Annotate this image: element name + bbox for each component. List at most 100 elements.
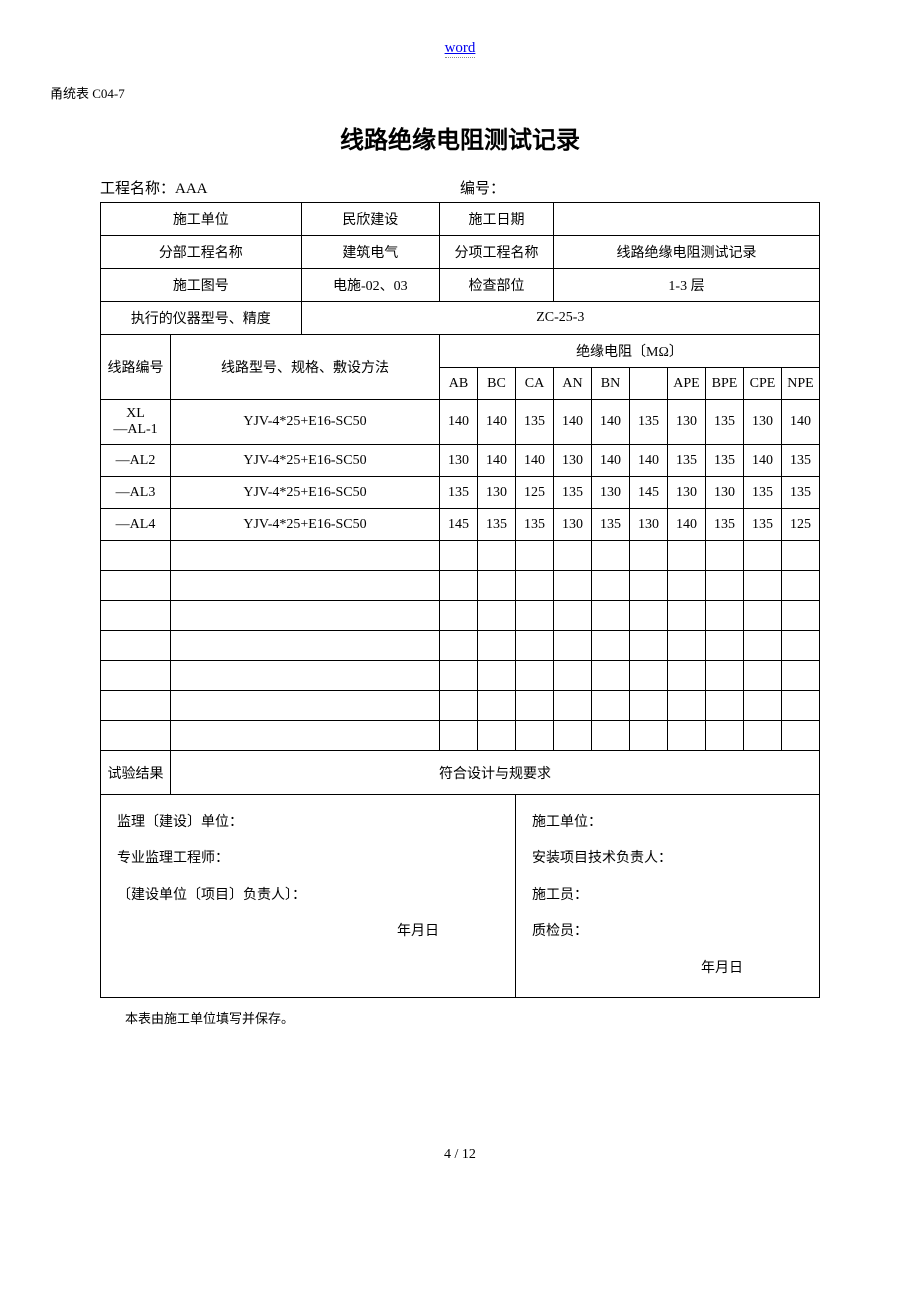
empty-row — [101, 661, 820, 691]
project-name: 工程名称：AAA — [100, 177, 460, 198]
check-part-value: 1-3 层 — [554, 269, 820, 302]
row-no: XL —AL-1 — [101, 400, 171, 445]
cell: 135 — [706, 509, 744, 541]
empty-row — [101, 691, 820, 721]
cell: 125 — [516, 477, 554, 509]
footnote: 本表由施工单位填写并保存。 — [125, 1008, 820, 1027]
cell: 135 — [782, 445, 820, 477]
construction-date-label: 施工日期 — [440, 203, 554, 236]
page-number: 4 / 12 — [50, 1147, 870, 1163]
construction-unit-label: 施工单位 — [101, 203, 302, 236]
cell: 125 — [782, 509, 820, 541]
sig-date-right: 年月日 — [532, 951, 803, 987]
cell: 135 — [478, 509, 516, 541]
item-name-label: 分项工程名称 — [440, 236, 554, 269]
instrument-value: ZC-25-3 — [301, 302, 819, 335]
subproject-label: 分部工程名称 — [101, 236, 302, 269]
col-bpe: BPE — [706, 368, 744, 400]
col-ape: APE — [668, 368, 706, 400]
cell: 140 — [440, 400, 478, 445]
row-no: —AL4 — [101, 509, 171, 541]
cell: 135 — [516, 509, 554, 541]
cell: 140 — [478, 400, 516, 445]
row-no: —AL3 — [101, 477, 171, 509]
result-value: 符合设计与规要求 — [171, 751, 820, 795]
cell: 135 — [440, 477, 478, 509]
cell: 140 — [592, 445, 630, 477]
table-row: —AL2 YJV-4*25+E16-SC50 130 140 140 130 1… — [101, 445, 820, 477]
col-ab: AB — [440, 368, 478, 400]
cell: 135 — [706, 445, 744, 477]
cell: 130 — [706, 477, 744, 509]
cell: 140 — [668, 509, 706, 541]
cell: 130 — [592, 477, 630, 509]
cell: 140 — [630, 445, 668, 477]
construction-unit: 施工单位： — [532, 805, 803, 841]
empty-row — [101, 721, 820, 751]
cell: 135 — [592, 509, 630, 541]
check-part-label: 检查部位 — [440, 269, 554, 302]
construction-date-value — [554, 203, 820, 236]
cell: 130 — [440, 445, 478, 477]
drawing-no-value: 电施-02、03 — [301, 269, 439, 302]
constructor: 施工员： — [532, 878, 803, 914]
cell: 140 — [592, 400, 630, 445]
cell: 135 — [668, 445, 706, 477]
form-code: 甬统表 C04-7 — [50, 83, 870, 102]
serial-label: 编号： — [460, 177, 820, 198]
cell: 140 — [478, 445, 516, 477]
cell: 135 — [554, 477, 592, 509]
empty-row — [101, 601, 820, 631]
row-no: —AL2 — [101, 445, 171, 477]
col-bc: BC — [478, 368, 516, 400]
col-bn: BN — [592, 368, 630, 400]
owner-rep: 〔建设单位〔项目〕负责人〕： — [117, 878, 499, 914]
empty-row — [101, 541, 820, 571]
supervisor-block: 监理〔建设〕单位： 专业监理工程师： 〔建设单位〔项目〕负责人〕： 年月日 — [101, 795, 516, 998]
cell: 140 — [782, 400, 820, 445]
cell: 130 — [668, 400, 706, 445]
table-row: —AL3 YJV-4*25+E16-SC50 135 130 125 135 1… — [101, 477, 820, 509]
cell: 130 — [744, 400, 782, 445]
cell: 145 — [440, 509, 478, 541]
table-row: XL —AL-1 YJV-4*25+E16-SC50 140 140 135 1… — [101, 400, 820, 445]
project-name-value: AAA — [175, 181, 208, 197]
row-spec: YJV-4*25+E16-SC50 — [171, 400, 440, 445]
col-line-spec: 线路型号、规格、敷设方法 — [171, 335, 440, 400]
empty-row — [101, 631, 820, 661]
header-link: word — [445, 40, 476, 58]
cell: 130 — [478, 477, 516, 509]
construction-unit-value: 民欣建设 — [301, 203, 439, 236]
table-row: —AL4 YJV-4*25+E16-SC50 145 135 135 130 1… — [101, 509, 820, 541]
cell: 140 — [744, 445, 782, 477]
cell: 130 — [630, 509, 668, 541]
col-ca: CA — [516, 368, 554, 400]
col-npe: NPE — [782, 368, 820, 400]
row-spec: YJV-4*25+E16-SC50 — [171, 509, 440, 541]
cell: 135 — [744, 477, 782, 509]
cell: 140 — [516, 445, 554, 477]
cell: 135 — [706, 400, 744, 445]
cell: 135 — [516, 400, 554, 445]
instrument-label: 执行的仪器型号、精度 — [101, 302, 302, 335]
project-name-label: 工程名称： — [100, 181, 175, 197]
col-cpe: CPE — [744, 368, 782, 400]
sig-date-left: 年月日 — [117, 914, 499, 950]
cell: 130 — [668, 477, 706, 509]
col-line-no: 线路编号 — [101, 335, 171, 400]
cell: 130 — [554, 509, 592, 541]
page-title: 线路绝缘电阻测试记录 — [50, 120, 870, 155]
cell: 145 — [630, 477, 668, 509]
supervisor-engineer: 专业监理工程师： — [117, 841, 499, 877]
cell: 130 — [554, 445, 592, 477]
resistance-header: 绝缘电阻〔MΩ〕 — [440, 335, 820, 368]
construction-block: 施工单位： 安装项目技术负责人： 施工员： 质检员： 年月日 — [516, 795, 820, 998]
qc: 质检员： — [532, 914, 803, 950]
item-name-value: 线路绝缘电阻测试记录 — [554, 236, 820, 269]
cell: 135 — [630, 400, 668, 445]
result-label: 试验结果 — [101, 751, 171, 795]
tech-lead: 安装项目技术负责人： — [532, 841, 803, 877]
cell: 140 — [554, 400, 592, 445]
col-an: AN — [554, 368, 592, 400]
drawing-no-label: 施工图号 — [101, 269, 302, 302]
